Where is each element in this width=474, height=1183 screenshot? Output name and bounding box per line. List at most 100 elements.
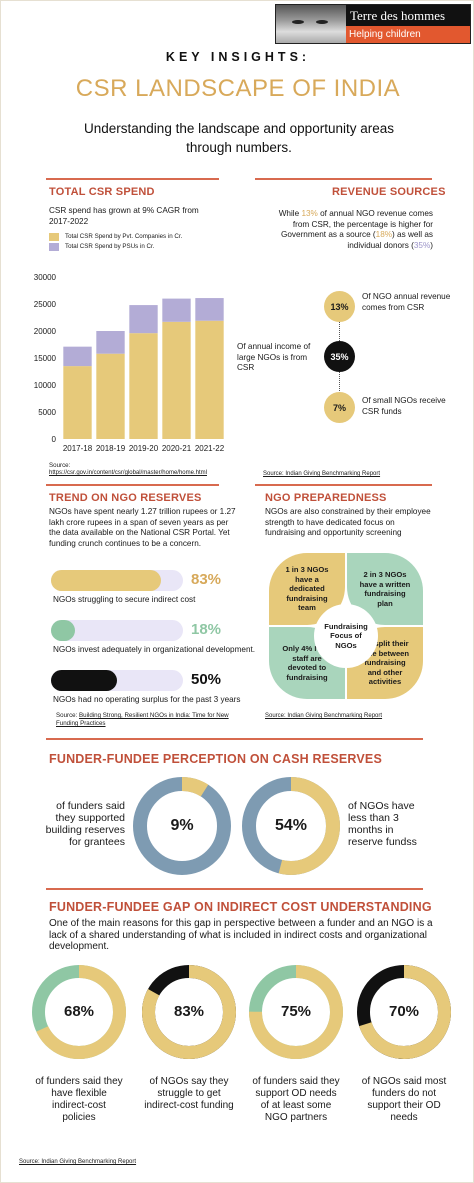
csr-source-link[interactable]: https://csr.gov.in/content/csr/global/ma…	[49, 470, 207, 476]
gap-donut-caption: of funders said they support OD needs of…	[252, 1076, 340, 1123]
donut-value-arc	[133, 777, 231, 875]
page-subtitle: Understanding the landscape and opportun…	[84, 121, 394, 155]
section-rule	[46, 178, 219, 180]
pill-fill	[51, 670, 117, 691]
gap-intro: One of the main reasons for this gap in …	[49, 918, 433, 952]
pill-fill	[51, 570, 161, 591]
bar-segment	[195, 298, 224, 321]
bar-segment	[129, 305, 158, 334]
y-tick-label: 0	[52, 435, 57, 444]
preparedness-center: Fundraising Focus of NGOs	[314, 604, 378, 668]
section-rule	[46, 888, 423, 890]
bar-segment	[63, 366, 92, 439]
section-rule	[255, 178, 432, 180]
bar-segment	[162, 298, 191, 322]
pill-caption: NGOs struggling to secure indirect cost	[53, 595, 196, 604]
gap-donut	[32, 965, 126, 1059]
pill-track	[51, 570, 183, 591]
gap-title: FUNDER-FUNDEE GAP ON INDIRECT COST UNDER…	[49, 900, 432, 914]
logo-tagline: Helping children worldwide.	[346, 26, 470, 57]
legend-label-pvt: Total CSR Spend by Pvt. Companies in Cr.	[65, 233, 183, 240]
gap-donut	[249, 965, 343, 1059]
donut-value-arc	[357, 965, 451, 1059]
child-face-photo	[276, 5, 346, 43]
y-tick-label: 20000	[34, 327, 57, 336]
revenue-label-csr: Of NGO annual revenue comes from CSR	[362, 292, 451, 312]
bar-segment	[195, 320, 224, 439]
gap-donut-value: 68%	[63, 1003, 95, 1020]
section-rule	[46, 738, 423, 740]
gap-donut-caption: of NGOs say they struggle to get indirec…	[144, 1076, 234, 1111]
legend-label-psu: Total CSR Spend by PSUs in Cr.	[65, 243, 155, 250]
perception-donut-ngos	[242, 777, 340, 875]
x-tick-label: 2020-21	[162, 444, 192, 453]
bar-segment	[96, 331, 125, 354]
gap-source[interactable]: Source: Indian Giving Benchmarking Repor…	[19, 1159, 137, 1165]
gap-donut	[142, 965, 236, 1059]
csr-source-label: Source:	[49, 462, 71, 469]
pill-track	[51, 670, 183, 691]
logo-name: Terre des hommes	[346, 5, 470, 26]
preparedness-source[interactable]: Source: Indian Giving Benchmarking Repor…	[265, 713, 383, 719]
pill-percent: 83%	[191, 571, 222, 588]
x-tick-label: 2018-19	[96, 444, 126, 453]
legend-swatch-psu	[49, 243, 59, 251]
x-tick-label: 2019-20	[129, 444, 159, 453]
revenue-intro: While 13% of annual NGO revenue comes fr…	[278, 209, 433, 250]
y-tick-label: 15000	[34, 354, 57, 363]
gap-donut-caption: of funders said they have flexible indir…	[35, 1076, 123, 1123]
perception-title: FUNDER-FUNDEE PERCEPTION ON CASH RESERVE…	[49, 752, 383, 766]
gap-donut-value: 75%	[280, 1003, 312, 1020]
revenue-source[interactable]: Source: Indian Giving Benchmarking Repor…	[263, 471, 381, 477]
pill-track	[51, 620, 183, 641]
reserves-source: Source: Building Strong, Resilient NGOs …	[56, 712, 229, 727]
pill-percent: 18%	[191, 621, 222, 638]
page-title: CSR LANDSCAPE OF INDIA	[75, 75, 401, 102]
reserves-intro: NGOs have spent nearly 1.27 trillion rup…	[49, 507, 236, 548]
csr-spend-title: TOTAL CSR SPEND	[49, 186, 155, 198]
bar-segment	[63, 346, 92, 367]
perception-left-value: 9%	[170, 817, 194, 834]
gap-donut	[357, 965, 451, 1059]
revenue-label-large-ngo: Of annual income of large NGOs is from C…	[237, 342, 311, 372]
section-rule	[46, 484, 219, 486]
donut-value-arc	[242, 777, 340, 875]
pill-caption: NGOs invest adequately in organizational…	[53, 645, 256, 654]
terre-des-hommes-logo: Terre des hommes Helping children worldw…	[275, 4, 471, 57]
gap-donut-caption: of NGOs said most funders do not support…	[361, 1076, 447, 1123]
y-tick-label: 25000	[34, 300, 57, 309]
revenue-title: REVENUE SOURCES	[332, 186, 446, 198]
perception-right-value: 54%	[274, 817, 308, 834]
revenue-circle-large-ngo: 35%	[324, 341, 355, 372]
y-tick-label: 10000	[34, 381, 57, 390]
perception-left-caption: of funders said they supported building …	[45, 800, 125, 848]
donut-value-arc	[32, 965, 126, 1059]
gap-donut-value: 70%	[388, 1003, 420, 1020]
perception-donut-funders	[133, 777, 231, 875]
donut-value-arc	[142, 965, 236, 1059]
donut-value-arc	[249, 965, 343, 1059]
bar-segment	[129, 333, 158, 439]
preparedness-title: NGO PREPAREDNESS	[265, 492, 387, 504]
bar-segment	[96, 353, 125, 439]
revenue-label-small-ngo: Of small NGOs receive CSR funds	[362, 396, 446, 416]
bar-segment	[162, 321, 191, 439]
pill-percent: 50%	[191, 671, 222, 688]
preparedness-intro: NGOs are also constrained by their emplo…	[265, 507, 431, 537]
x-tick-label: 2021-22	[195, 444, 225, 453]
y-tick-label: 5000	[38, 408, 56, 417]
kicker: KEY INSIGHTS:	[165, 50, 311, 64]
gap-donut-value: 83%	[173, 1003, 205, 1020]
csr-spend-intro: CSR spend has grown at 9% CAGR from 2017…	[49, 206, 199, 226]
pill-fill	[51, 620, 75, 641]
x-tick-label: 2017-18	[63, 444, 93, 453]
reserves-title: TREND ON NGO RESERVES	[49, 492, 202, 504]
legend-swatch-pvt	[49, 233, 59, 241]
y-tick-label: 30000	[34, 273, 57, 282]
revenue-circle-csr: 13%	[324, 291, 355, 322]
revenue-circle-small-ngo: 7%	[324, 392, 355, 423]
pill-caption: NGOs had no operating surplus for the pa…	[53, 695, 241, 704]
perception-right-caption: of NGOs have less than 3 months in reser…	[348, 800, 417, 848]
